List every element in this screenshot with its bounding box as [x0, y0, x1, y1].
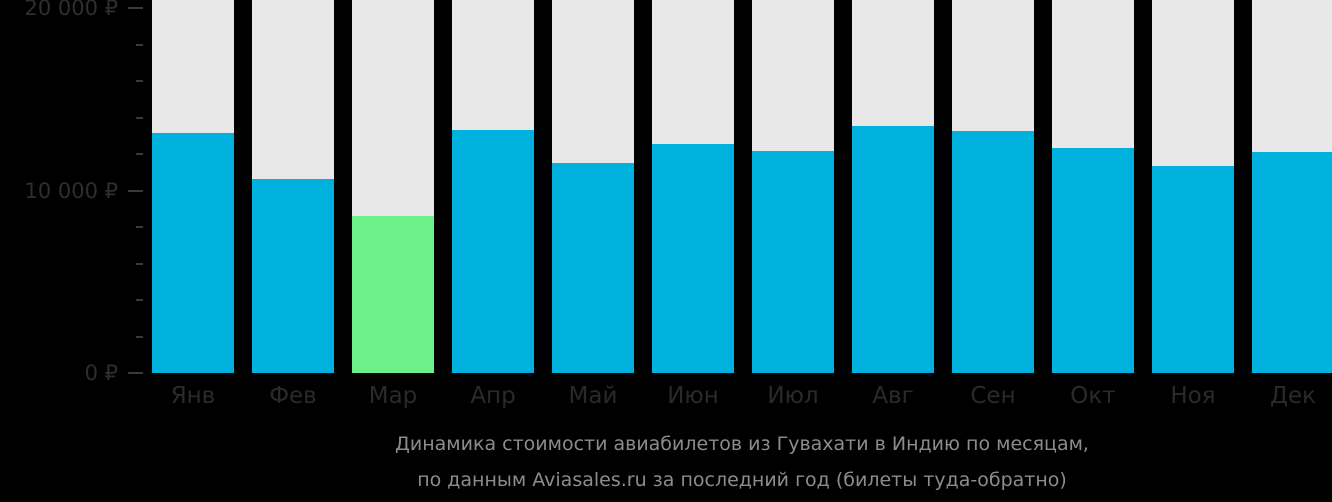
- minor-tick: [136, 226, 143, 228]
- bar-month[interactable]: [1152, 166, 1234, 373]
- minor-tick: [136, 262, 143, 265]
- x-tick-label: Июл: [767, 383, 819, 409]
- minor-tick: [136, 299, 143, 301]
- minor-tick: [136, 43, 143, 46]
- bar-month[interactable]: [552, 162, 634, 373]
- chart-subtitle: по данным Aviasales.ru за последний год …: [417, 469, 1067, 491]
- y-tick-label: 20 000 ₽: [24, 0, 118, 20]
- minor-tick: [136, 153, 143, 155]
- x-tick-label: Июн: [667, 383, 719, 409]
- bar-month[interactable]: [152, 133, 234, 373]
- bar-track: [952, 0, 1034, 373]
- x-tick-label: Авг: [872, 383, 914, 409]
- bar-track: [152, 0, 234, 373]
- x-tick-label: Янв: [170, 383, 216, 409]
- bar-track: [852, 0, 934, 373]
- y-tick-label: 10 000 ₽: [24, 178, 118, 203]
- bar-track: [252, 0, 334, 373]
- bar-month[interactable]: [452, 129, 534, 373]
- bar-track: [1052, 0, 1134, 373]
- x-tick-label: Апр: [470, 383, 516, 409]
- minor-tick: [136, 80, 143, 82]
- bar-track: [1152, 0, 1234, 373]
- x-tick-label: Май: [568, 383, 618, 409]
- major-tick: [128, 372, 143, 374]
- bar-track: [752, 0, 834, 373]
- bar-month[interactable]: [1052, 147, 1134, 373]
- bar-track: [1252, 0, 1332, 373]
- bar-month[interactable]: [752, 151, 834, 373]
- minor-tick: [136, 116, 143, 119]
- x-tick-label: Дек: [1269, 383, 1316, 409]
- x-tick-label: Мар: [368, 383, 418, 409]
- x-tick-label: Окт: [1070, 383, 1116, 409]
- minor-tick: [136, 335, 143, 338]
- bar-month[interactable]: [1252, 152, 1332, 373]
- bar-month[interactable]: [952, 131, 1034, 373]
- bar-month[interactable]: [852, 126, 934, 373]
- bar-track: [352, 0, 434, 373]
- major-tick: [128, 7, 143, 9]
- x-tick-label: Сен: [970, 383, 1016, 409]
- bar-cheapest-month[interactable]: [352, 216, 434, 373]
- major-tick: [128, 189, 143, 192]
- bar-track: [552, 0, 634, 373]
- bar-month[interactable]: [652, 143, 734, 373]
- bar-track: [652, 0, 734, 373]
- chart-title: Динамика стоимости авиабилетов из Гуваха…: [395, 433, 1089, 455]
- bar-track: [452, 0, 534, 373]
- x-tick-label: Ноя: [1170, 383, 1216, 409]
- y-tick-label: 0 ₽: [84, 361, 118, 385]
- bar-month[interactable]: [252, 179, 334, 373]
- x-tick-label: Фев: [269, 383, 317, 409]
